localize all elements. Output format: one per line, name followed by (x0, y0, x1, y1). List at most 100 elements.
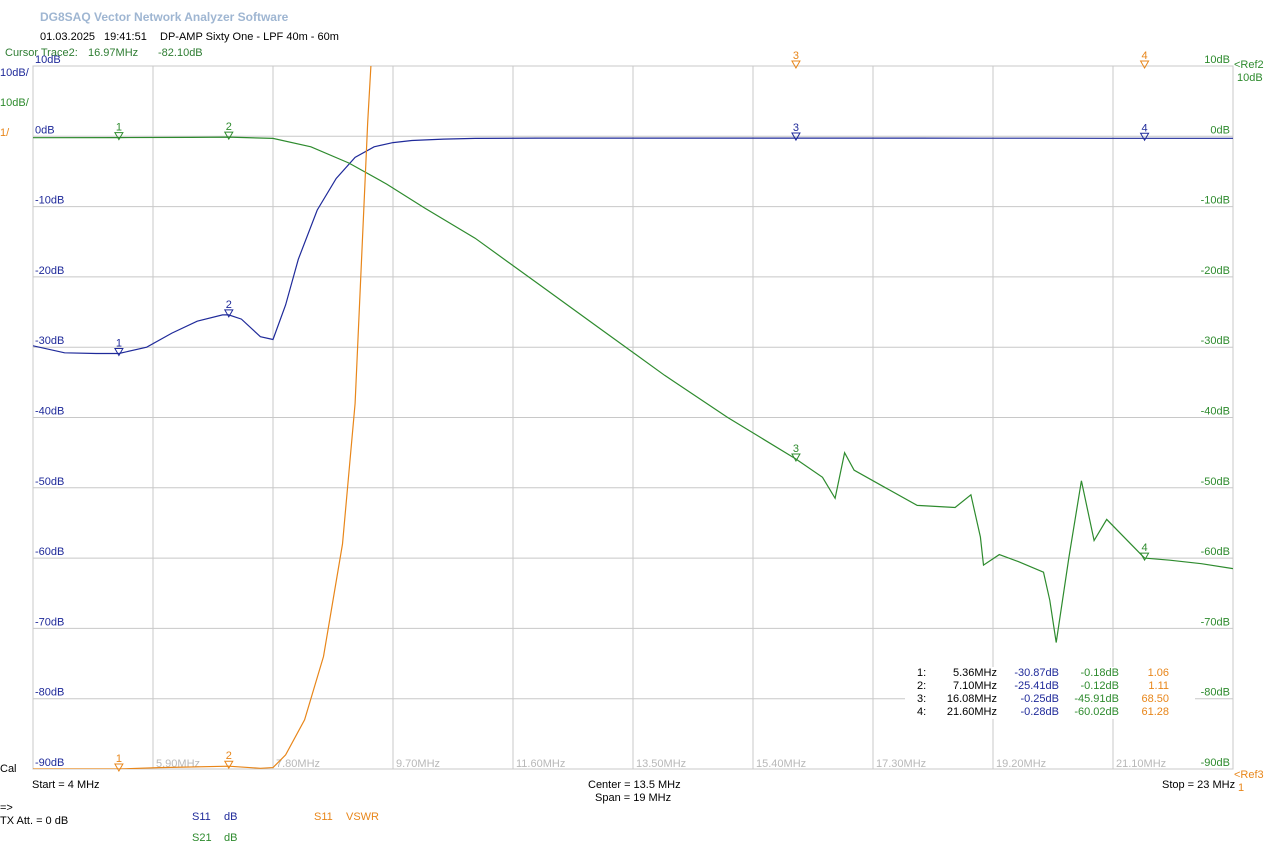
marker-triangle (791, 60, 801, 70)
trace-s21-db (33, 136, 1233, 643)
x-tick-label: 9.70MHz (396, 758, 440, 770)
cursor-label: Cursor Trace2: (5, 47, 78, 59)
cursor-value: -82.10dB (158, 47, 203, 59)
legend-vswr-format[interactable]: VSWR (346, 811, 379, 823)
marker-freq: 5.36MHz (952, 667, 997, 679)
y-tick-label-left: -80dB (35, 687, 64, 699)
trace-s11-vswr (33, 66, 372, 769)
y-tick-label-left: -40dB (35, 406, 64, 418)
legend-s11-name[interactable]: S11 (192, 811, 211, 823)
y-tick-label-right: -60dB (1201, 546, 1230, 558)
tx-attenuation[interactable]: TX Att. = 0 dB (0, 815, 69, 827)
marker-id: 4: (917, 706, 927, 718)
y-tick-label-left: 0dB (35, 124, 55, 136)
arrow-indicator: => (0, 802, 13, 814)
y-tick-label-left: -10dB (35, 195, 64, 207)
marker-row-4: 4: 21.60MHz -0.28dB -60.02dB 61.28 (905, 706, 1195, 719)
x-tick-label: 13.50MHz (636, 758, 686, 770)
marker-triangle (791, 453, 801, 463)
y-tick-label-right: -10dB (1201, 195, 1230, 207)
marker-freq: 21.60MHz (946, 706, 997, 718)
marker-freq: 16.08MHz (946, 693, 997, 705)
marker-id: 1: (917, 667, 927, 679)
marker-id: 2: (917, 680, 927, 692)
cursor-freq: 16.97MHz (88, 47, 139, 59)
y-tick-label-right: 0dB (1210, 124, 1230, 136)
x-tick-label: 17.30MHz (876, 758, 926, 770)
marker-row-2: 2: 7.10MHz -25.41dB -0.12dB 1.11 (905, 680, 1195, 693)
marker-label: 1 (116, 122, 122, 134)
marker-label: 2 (226, 750, 232, 762)
header-date: 01.03.2025 (40, 31, 96, 43)
marker-label: 3 (793, 122, 799, 134)
y-tick-labels: 10dB 10dB 0dB 0dB -10dB -10dB -20dB -20dB -30dB -… (35, 54, 1230, 769)
marker-triangle (223, 131, 234, 141)
marker-triangle (114, 763, 124, 773)
y-tick-label-left: -70dB (35, 616, 64, 628)
x-tick-label: 7.80MHz (276, 758, 320, 770)
cal-label: Cal (0, 763, 17, 775)
marker-label: 3 (793, 50, 799, 62)
marker-vswr: 1.11 (1148, 680, 1169, 692)
marker-label: 4 (1142, 542, 1148, 554)
marker-s11: -0.25dB (1020, 693, 1059, 705)
s11-div-label: 10dB/ (0, 67, 29, 79)
legend-vswr-name[interactable]: S11 (314, 811, 333, 823)
legend-s21-format[interactable]: dB (224, 832, 238, 844)
marker-label: 1 (116, 753, 122, 765)
stop-freq: Stop = 23 MHz (1162, 779, 1236, 791)
y-tick-label-left: -30dB (35, 335, 64, 347)
marker-triangle (1139, 552, 1150, 562)
marker-vswr: 1.06 (1147, 667, 1169, 679)
legend-s11-format[interactable]: dB (224, 811, 238, 823)
trace-s11-db (33, 137, 1233, 355)
marker-vswr: 61.28 (1141, 706, 1169, 718)
marker-s11: -25.41dB (1014, 680, 1059, 692)
ref3-value: 1 (1238, 782, 1245, 794)
y-tick-label-right: -70dB (1201, 616, 1230, 628)
span-freq: Span = 19 MHz (595, 792, 672, 804)
marker-s11: -30.87dB (1014, 667, 1059, 679)
header-description: DP-AMP Sixty One - LPF 40m - 60m (160, 31, 339, 43)
header-time: 19:41:51 (104, 31, 147, 43)
y-tick-label-left: -60dB (35, 546, 64, 558)
start-freq: Start = 4 MHz (32, 779, 100, 791)
marker-row-3: 3: 16.08MHz -0.25dB -45.91dB 68.50 (905, 693, 1195, 706)
marker-triangle (114, 348, 124, 357)
marker-s21: -60.02dB (1074, 706, 1119, 718)
y-tick-label-right: -20dB (1201, 265, 1230, 277)
s21-div-label: 10dB/ (0, 97, 29, 109)
y-tick-label-left: 10dB (35, 54, 61, 66)
y-tick-label-right: -30dB (1201, 335, 1230, 347)
marker-label: 2 (226, 299, 232, 311)
x-tick-label: 15.40MHz (756, 758, 806, 770)
app-title: DG8SAQ Vector Network Analyzer Software (40, 10, 289, 24)
y-tick-label-right: -50dB (1201, 476, 1230, 488)
marker-triangle (223, 309, 234, 318)
marker-s11: -0.28dB (1020, 706, 1059, 718)
x-tick-label: 21.10MHz (1116, 758, 1166, 770)
marker-table: 1: 5.36MHz -30.87dB -0.18dB 1.06 2: 7.10… (905, 667, 1195, 719)
chart-markers: 1 2 3 4 1 2 3 4 1 2 3 4 (114, 50, 1150, 773)
marker-triangle (114, 132, 124, 141)
x-tick-label: 5.90MHz (156, 758, 200, 770)
y-tick-label-right: -90dB (1201, 757, 1230, 769)
ref3-label: <Ref3 (1234, 769, 1264, 781)
ref2-div: 10dB (1237, 72, 1263, 84)
marker-triangle (1139, 60, 1150, 70)
y-tick-label-left: -20dB (35, 265, 64, 277)
marker-triangle (1139, 132, 1150, 142)
marker-s21: -45.91dB (1074, 693, 1119, 705)
marker-triangle (223, 760, 234, 770)
marker-label: 2 (226, 121, 232, 133)
chart-traces (33, 66, 1233, 769)
x-tick-label: 11.60MHz (516, 758, 565, 770)
marker-label: 4 (1142, 122, 1148, 134)
marker-s21: -0.18dB (1080, 667, 1119, 679)
marker-id: 3: (917, 693, 927, 705)
legend-s21-name[interactable]: S21 (192, 832, 212, 844)
y-tick-label-right: -80dB (1201, 687, 1230, 699)
marker-freq: 7.10MHz (952, 680, 997, 692)
center-freq: Center = 13.5 MHz (588, 779, 681, 791)
